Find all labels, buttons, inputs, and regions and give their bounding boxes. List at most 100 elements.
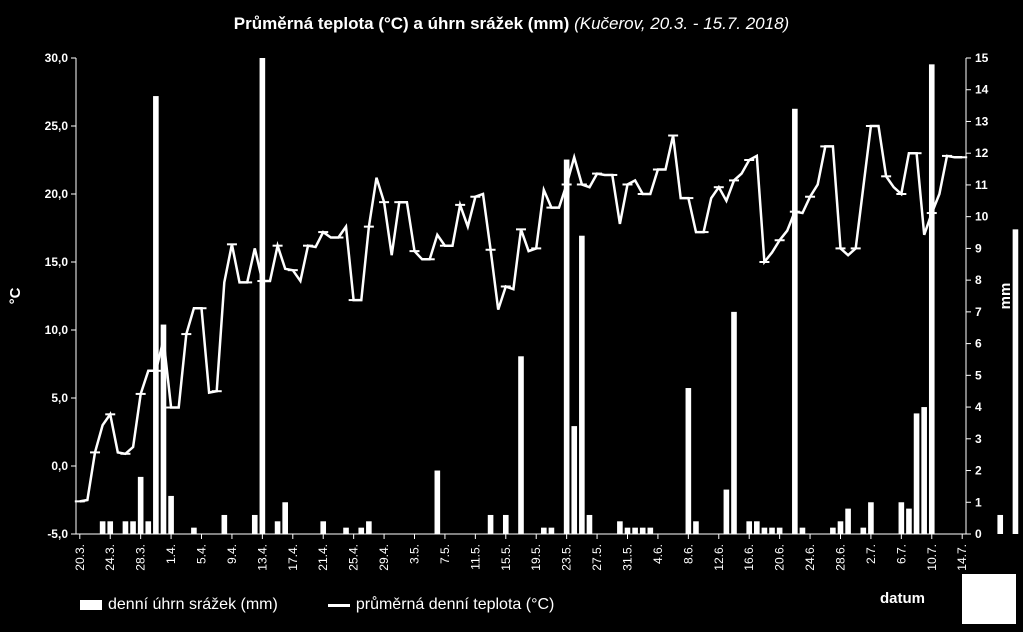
y-right-tick-label: 2: [975, 464, 982, 478]
precip-bar: [845, 508, 851, 534]
precip-bar: [579, 235, 585, 534]
precip-bar: [860, 527, 867, 534]
y-right-tick-label: 10: [975, 210, 989, 224]
legend: denní úhrn srážek (mm) průměrná denní te…: [80, 596, 604, 614]
precip-bar: [366, 521, 372, 534]
precip-bar: [792, 108, 798, 535]
precip-bar: [160, 324, 167, 534]
y-right-tick-label: 1: [975, 495, 982, 509]
precip-bar: [274, 521, 281, 534]
blank-box: [962, 574, 1016, 624]
y-left-tick-label: 30,0: [45, 51, 69, 65]
legend-item-line: průměrná denní teplota (°C): [327, 596, 554, 614]
y-right-tick-label: 15: [975, 51, 989, 65]
y-left-axis-title: °C: [7, 287, 24, 304]
x-tick-label: 31.5.: [620, 544, 634, 571]
precip-bar: [282, 502, 288, 534]
x-tick-label: 14.7.: [955, 544, 969, 571]
x-tick-label: 12.6.: [712, 544, 726, 571]
precip-bar: [1012, 229, 1019, 535]
x-tick-label: 9.4.: [225, 544, 239, 564]
x-tick-label: 2.7.: [864, 544, 878, 564]
y-left-tick-label: 10,0: [45, 323, 69, 337]
precip-bar: [320, 521, 327, 534]
precip-bar: [799, 527, 806, 534]
precip-bar: [130, 521, 136, 534]
precipitation-bars: [99, 58, 1019, 535]
x-tick-label: 10.7.: [925, 544, 939, 571]
y-left-tick-label: 15,0: [45, 255, 69, 269]
precip-bar: [997, 514, 1004, 534]
chart-title-sub: (Kučerov, 20.3. - 15.7. 2018): [574, 14, 790, 33]
x-tick-label: 3.5.: [408, 544, 422, 564]
x-axis-label: datum: [880, 590, 925, 607]
y-right-tick-label: 7: [975, 305, 982, 319]
precip-bar: [145, 521, 152, 534]
precip-bar: [837, 521, 844, 534]
precip-bar: [624, 527, 631, 534]
precip-bar: [107, 521, 114, 534]
precip-bar: [898, 502, 905, 534]
precip-bar: [761, 527, 768, 534]
y-left-tick-label: -5,0: [47, 527, 68, 541]
precip-bar: [685, 388, 692, 534]
precip-bar: [868, 502, 874, 534]
y-right-tick-label: 13: [975, 114, 989, 128]
x-tick-label: 28.6.: [833, 544, 847, 571]
precip-bar: [221, 514, 228, 534]
precip-bar: [502, 514, 509, 534]
precip-bar: [137, 476, 144, 534]
legend-item-bars: denní úhrn srážek (mm): [80, 596, 278, 614]
x-tick-label: 16.6.: [742, 544, 756, 571]
x-tick-label: 17.4.: [286, 544, 300, 571]
precip-bar: [913, 413, 920, 534]
precip-bar: [122, 521, 129, 534]
x-tick-label: 4.6.: [651, 544, 665, 564]
precip-bar: [921, 407, 927, 534]
precip-bar: [586, 514, 593, 534]
y-left-tick-label: 0,0: [51, 459, 68, 473]
y-left-tick-label: 5,0: [51, 391, 68, 405]
precip-bar: [632, 527, 638, 534]
y-right-tick-label: 11: [975, 178, 988, 192]
precip-bar: [731, 311, 737, 534]
x-tick-label: 20.3.: [73, 544, 87, 571]
precip-bar: [358, 527, 365, 534]
precip-bar: [906, 508, 912, 534]
x-tick-label: 24.6.: [803, 544, 817, 571]
x-tick-label: 13.4.: [255, 544, 269, 571]
y-right-tick-label: 3: [975, 432, 982, 446]
x-tick-label: 5.4.: [195, 544, 209, 564]
y-right-tick-label: 9: [975, 241, 982, 255]
x-tick-label: 1.4.: [164, 544, 178, 564]
temperature-line: [74, 124, 968, 503]
x-tick-label: 23.5.: [560, 544, 574, 571]
precip-bar: [259, 58, 266, 534]
precip-bar: [776, 527, 783, 534]
precip-bar: [830, 527, 836, 534]
precip-bar: [251, 514, 258, 534]
x-tick-label: 7.5.: [438, 544, 452, 564]
x-tick-label: 8.6.: [681, 544, 695, 564]
precip-bar: [518, 356, 524, 534]
precip-bar: [769, 527, 775, 534]
precip-bar: [693, 521, 699, 534]
x-tick-label: 15.5.: [499, 544, 513, 571]
x-tick-label: 21.4.: [316, 544, 330, 571]
x-tick-label: 20.6.: [773, 544, 787, 571]
chart-title-main: Průměrná teplota (°C) a úhrn srážek (mm): [233, 14, 570, 33]
y-left-tick-label: 25,0: [45, 119, 69, 133]
precip-bar: [571, 426, 578, 534]
precip-bar: [343, 527, 349, 534]
chart-title: Průměrná teplota (°C) a úhrn srážek (mm)…: [0, 14, 1023, 34]
y-right-tick-label: 12: [975, 146, 989, 160]
precip-bar: [928, 64, 935, 534]
x-tick-label: 25.4.: [347, 544, 361, 571]
legend-bar-label: denní úhrn srážek (mm): [108, 596, 278, 613]
x-tick-label: 27.5.: [590, 544, 604, 571]
legend-bar-swatch: [80, 600, 102, 610]
precip-bar: [153, 96, 159, 534]
x-tick-label: 28.3.: [134, 544, 148, 571]
y-right-tick-label: 14: [975, 83, 989, 97]
